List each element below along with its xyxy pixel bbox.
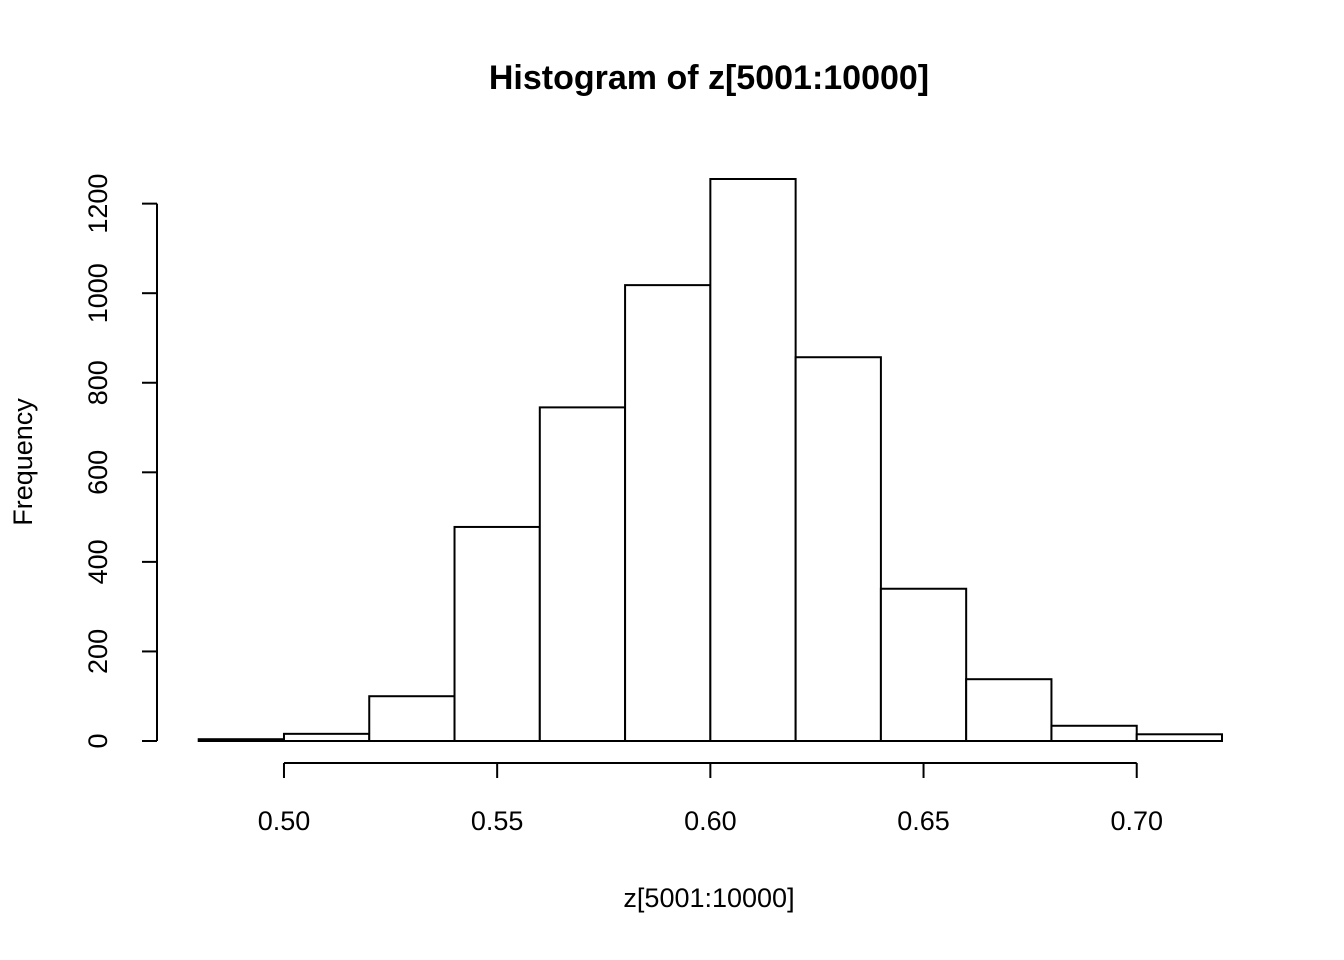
x-axis-label: z[5001:10000] (623, 883, 794, 913)
bar (624, 284, 712, 742)
bar (709, 178, 797, 742)
x-tick-label: 0.55 (471, 806, 524, 836)
x-tick-label: 0.50 (258, 806, 311, 836)
x-tick-label: 0.70 (1110, 806, 1163, 836)
bar (538, 406, 627, 742)
bar (794, 356, 882, 742)
bar (453, 525, 541, 742)
bar (879, 587, 968, 742)
bar (1135, 733, 1223, 743)
chart-title: Histogram of z[5001:10000] (489, 59, 929, 97)
bar (282, 732, 371, 743)
bar (368, 695, 456, 742)
y-tick-label: 0 (83, 733, 113, 748)
y-tick-label: 200 (83, 629, 113, 674)
x-tick-label: 0.60 (684, 806, 737, 836)
y-tick-label: 600 (83, 450, 113, 495)
bar (197, 738, 285, 742)
y-axis-label: Frequency (8, 398, 38, 526)
y-tick-label: 800 (83, 360, 113, 405)
y-tick-label: 400 (83, 539, 113, 584)
bar (965, 678, 1053, 743)
y-tick-label: 1200 (83, 174, 113, 234)
bar (1050, 724, 1138, 742)
y-tick-label: 1000 (83, 263, 113, 323)
x-tick-label: 0.65 (897, 806, 950, 836)
